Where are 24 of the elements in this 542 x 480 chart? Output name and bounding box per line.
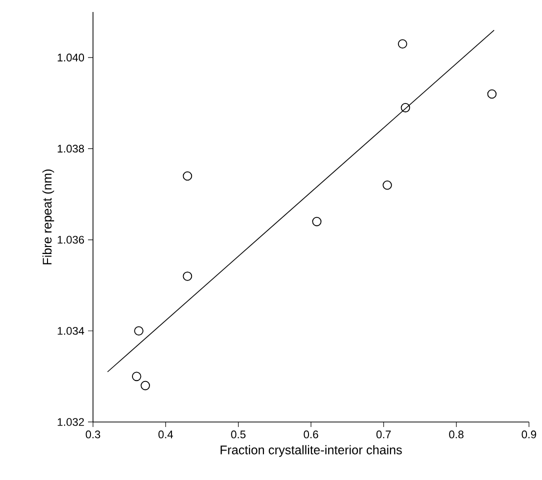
- x-tick-label: 0.5: [231, 430, 246, 438]
- y-tick-label: 1.032: [58, 418, 84, 426]
- x-tick-label: 0.3: [86, 430, 100, 438]
- point: [182, 171, 192, 181]
- point: [400, 103, 410, 112]
- x-tick-label: 0.7: [376, 430, 391, 438]
- point: [487, 89, 497, 99]
- point: [134, 326, 144, 336]
- x-tick-label: 0.6: [304, 430, 318, 438]
- point: [382, 180, 392, 190]
- y-tick-label: 1.040: [58, 54, 84, 62]
- point: [182, 272, 192, 281]
- x-axis-title: Fraction crystallite-interior chains: [220, 445, 402, 457]
- x-tick-label: 0.4: [158, 430, 173, 438]
- point: [312, 216, 322, 226]
- y-tick-label: 1.036: [58, 236, 84, 244]
- x-tick-label: 0.8: [449, 430, 464, 438]
- x-tick-label: 0.9: [522, 430, 536, 438]
- y-tick-label: 1.034: [58, 326, 84, 335]
- point: [398, 39, 408, 49]
- y-axis-title: Fibre repeat (nm): [42, 170, 54, 264]
- point: [140, 380, 150, 390]
- point: [132, 372, 142, 382]
- y-tick-label: 1.038: [58, 144, 84, 153]
